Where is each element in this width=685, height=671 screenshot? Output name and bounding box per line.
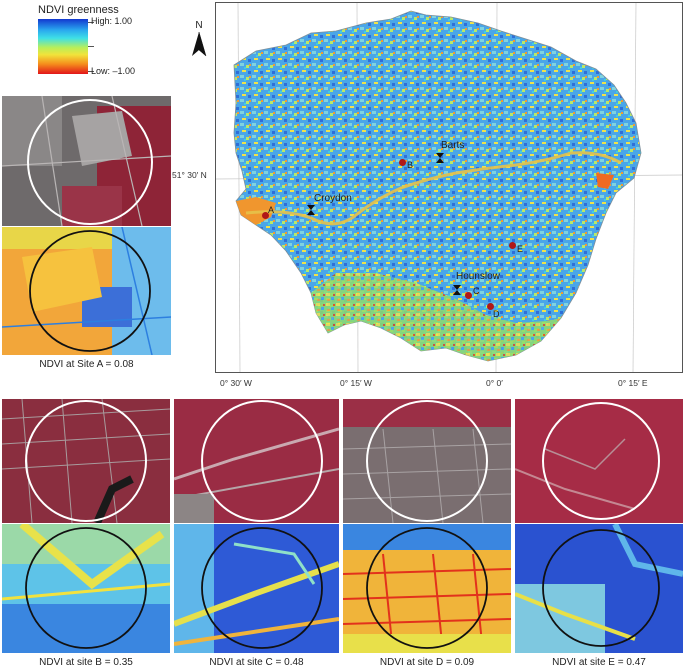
site-a-ndvi-image — [2, 227, 171, 355]
north-arrow-icon — [192, 31, 207, 57]
site-marker-c — [465, 292, 472, 299]
site-marker-e — [509, 242, 516, 249]
site-e-caption: NDVI at site E = 0.47 — [552, 657, 646, 668]
site-d-false-color-image — [343, 399, 511, 523]
ndvi-color-ramp — [38, 19, 88, 74]
legend-low-label: Low: –1.00 — [91, 66, 136, 76]
hospital-marker-icon — [436, 153, 444, 163]
longitude-label-1: 0° 30′ W — [220, 378, 252, 388]
site-label-a: A — [268, 205, 275, 215]
place-marker-hounslow — [453, 282, 461, 300]
site-b-false-color-image — [2, 399, 170, 523]
place-marker-croydon — [307, 202, 315, 220]
site-a-false-color-image — [2, 96, 171, 226]
site-e-false-color-image — [515, 399, 683, 523]
site-e-ndvi-image — [515, 524, 683, 653]
site-marker-a — [262, 212, 269, 219]
legend-low-tick — [88, 71, 94, 72]
north-label: N — [195, 20, 203, 31]
longitude-label-4: 0° 15′ E — [618, 378, 648, 388]
site-marker-b — [399, 159, 406, 166]
site-label-b: B — [407, 160, 414, 170]
site-marker-d — [487, 303, 494, 310]
legend-title: NDVI greenness — [38, 4, 119, 16]
site-a-caption: NDVI at Site A = 0.08 — [39, 359, 134, 370]
site-b-caption: NDVI at site B = 0.35 — [39, 657, 133, 668]
site-c-ndvi-image — [174, 524, 339, 653]
latitude-label: 51° 30′ N — [172, 170, 207, 180]
legend-high-label: High: 1.00 — [91, 16, 133, 26]
place-label-barts: Barts — [441, 140, 465, 151]
place-label-croydon: Croydon — [314, 193, 352, 204]
legend-high-tick — [88, 22, 94, 23]
site-label-d: D — [493, 309, 500, 319]
hospital-marker-icon — [453, 285, 461, 295]
longitude-label-2: 0° 15′ W — [340, 378, 372, 388]
place-label-hounslow: Hounslow — [456, 271, 500, 282]
site-c-false-color-image — [174, 399, 339, 523]
london-ndvi-map — [215, 2, 683, 373]
site-b-ndvi-image — [2, 524, 170, 653]
longitude-label-3: 0° 0′ — [486, 378, 503, 388]
place-marker-barts — [436, 150, 444, 168]
site-d-caption: NDVI at site D = 0.09 — [379, 657, 475, 668]
site-c-caption: NDVI at site C = 0.48 — [209, 657, 304, 668]
north-arrow: N — [190, 20, 208, 60]
legend-mid-tick — [88, 46, 94, 47]
hospital-marker-icon — [307, 205, 315, 215]
site-d-ndvi-image — [343, 524, 511, 653]
site-label-e: E — [517, 244, 524, 254]
site-label-c: C — [473, 286, 480, 296]
